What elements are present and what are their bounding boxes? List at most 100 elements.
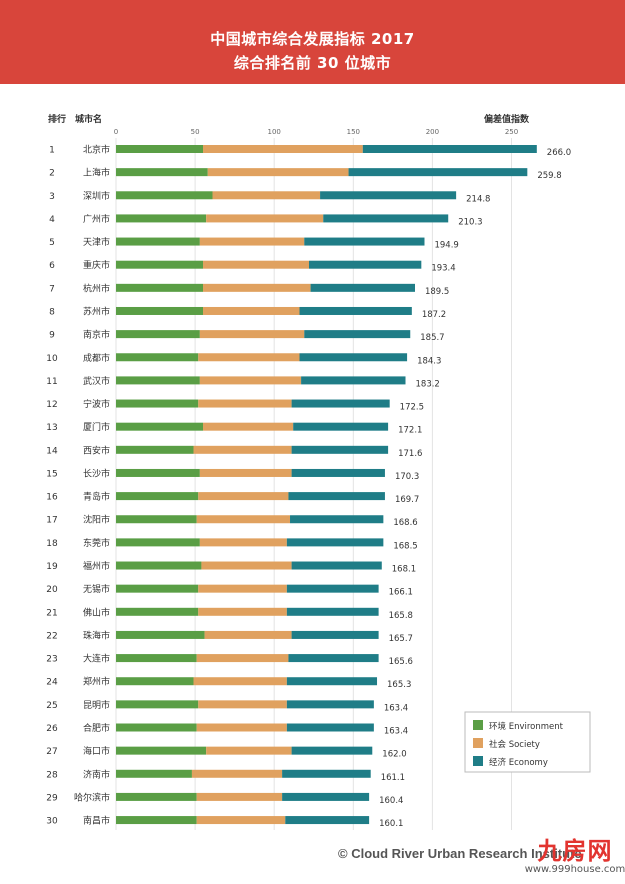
bar-segment-society bbox=[198, 700, 287, 709]
total-value-label: 162.0 bbox=[382, 750, 406, 760]
chart-title: 中国城市综合发展指标 2017 bbox=[210, 30, 415, 48]
rank-label: 15 bbox=[46, 469, 57, 479]
bar-segment-environment bbox=[116, 630, 205, 639]
city-label: 武汉市 bbox=[83, 375, 110, 387]
city-label: 深圳市 bbox=[83, 190, 110, 202]
bar-segment-society bbox=[199, 538, 287, 547]
city-label: 上海市 bbox=[83, 167, 110, 179]
source-credit: © Cloud River Urban Research Institute bbox=[338, 846, 582, 861]
bar-segment-society bbox=[204, 630, 292, 639]
rank-label: 26 bbox=[46, 724, 58, 734]
x-tick-label-50: 50 bbox=[191, 128, 200, 136]
total-value-label: 259.8 bbox=[537, 171, 561, 181]
bar-segment-environment bbox=[116, 561, 202, 570]
bar-segment-economy bbox=[310, 283, 415, 292]
city-label: 合肥市 bbox=[83, 722, 110, 734]
rank-label: 8 bbox=[49, 307, 55, 317]
rank-label: 17 bbox=[46, 516, 57, 526]
bar-segment-environment bbox=[116, 214, 207, 223]
total-value-label: 169.7 bbox=[395, 495, 419, 505]
bar-segment-society bbox=[196, 654, 289, 663]
rank-label: 9 bbox=[49, 331, 55, 341]
bar-segment-economy bbox=[286, 677, 378, 686]
bar-segment-economy bbox=[304, 330, 411, 339]
bar-segment-society bbox=[199, 376, 302, 385]
chart-subtitle: 综合排名前 30 位城市 bbox=[233, 54, 392, 72]
total-value-label: 171.6 bbox=[398, 449, 422, 459]
rank-label: 22 bbox=[46, 631, 57, 641]
city-label: 青岛市 bbox=[83, 491, 110, 503]
total-value-label: 168.1 bbox=[392, 565, 416, 575]
city-label: 杭州市 bbox=[83, 282, 110, 294]
city-label: 郑州市 bbox=[83, 676, 110, 688]
total-value-label: 210.3 bbox=[458, 217, 482, 227]
city-label: 南京市 bbox=[83, 329, 110, 341]
rank-label: 18 bbox=[46, 539, 58, 549]
rank-label: 10 bbox=[46, 354, 58, 364]
total-value-label: 194.9 bbox=[434, 241, 458, 251]
bar-segment-environment bbox=[116, 399, 199, 408]
city-label: 西安市 bbox=[83, 444, 110, 456]
bar-segment-society bbox=[203, 283, 311, 292]
total-value-label: 163.4 bbox=[384, 727, 408, 737]
bar-segment-economy bbox=[348, 168, 528, 177]
bar-segment-environment bbox=[116, 237, 200, 246]
bar-segment-environment bbox=[116, 515, 197, 524]
city-label: 长沙市 bbox=[83, 467, 110, 479]
rank-label: 3 bbox=[49, 192, 55, 202]
city-label: 昆明市 bbox=[83, 699, 110, 711]
bar-segment-economy bbox=[291, 746, 373, 755]
city-label: 珠海市 bbox=[83, 629, 110, 641]
rank-label: 2 bbox=[49, 169, 55, 179]
bar-segment-environment bbox=[116, 492, 199, 501]
total-value-label: 165.7 bbox=[389, 634, 413, 644]
bar-segment-economy bbox=[286, 700, 374, 709]
bar-segment-environment bbox=[116, 584, 199, 593]
bar-segment-economy bbox=[288, 654, 379, 663]
bar-segment-economy bbox=[304, 237, 425, 246]
bar-segment-economy bbox=[299, 306, 412, 315]
bar-segment-economy bbox=[285, 816, 370, 825]
bar-segment-society bbox=[206, 214, 324, 223]
bar-segment-society bbox=[207, 168, 349, 177]
bar-segment-society bbox=[199, 330, 305, 339]
bar-segment-environment bbox=[116, 422, 204, 431]
bar-segment-environment bbox=[116, 538, 200, 547]
total-value-label: 160.4 bbox=[379, 796, 403, 806]
total-value-label: 165.6 bbox=[389, 657, 413, 667]
total-value-label: 166.1 bbox=[389, 588, 413, 598]
bar-segment-economy bbox=[286, 538, 384, 547]
bar-segment-environment bbox=[116, 816, 197, 825]
bar-segment-society bbox=[198, 584, 287, 593]
bar-segment-economy bbox=[362, 145, 537, 153]
rank-label: 13 bbox=[46, 423, 57, 433]
rank-label: 4 bbox=[49, 215, 55, 225]
city-label: 成都市 bbox=[83, 352, 110, 364]
bar-segment-economy bbox=[282, 792, 370, 801]
bar-segment-economy bbox=[286, 723, 374, 732]
legend-box bbox=[464, 711, 591, 773]
x-tick-label-100: 100 bbox=[268, 128, 281, 136]
total-value-label: 172.5 bbox=[400, 403, 424, 413]
bar-segment-society bbox=[198, 607, 287, 616]
bar-segment-economy bbox=[301, 376, 406, 385]
bar-segment-economy bbox=[291, 399, 390, 408]
bar-segment-environment bbox=[116, 746, 207, 755]
bar-segment-environment bbox=[116, 700, 199, 709]
value-column-header: 偏差值指数 bbox=[484, 113, 530, 125]
rank-label: 14 bbox=[46, 446, 58, 456]
bar-segment-environment bbox=[116, 191, 213, 200]
bar-segment-economy bbox=[291, 561, 382, 570]
rank-label: 20 bbox=[46, 585, 58, 595]
bar-segment-economy bbox=[290, 515, 384, 524]
total-value-label: 187.2 bbox=[422, 310, 446, 320]
legend-label-society: 社会 Society bbox=[489, 739, 540, 750]
x-tick-label-200: 200 bbox=[426, 128, 439, 136]
bar-segment-environment bbox=[116, 769, 192, 778]
rank-label: 30 bbox=[46, 817, 58, 827]
rank-label: 11 bbox=[46, 377, 57, 387]
bar-segment-society bbox=[193, 677, 287, 686]
city-label: 无锡市 bbox=[83, 583, 110, 595]
rank-label: 24 bbox=[46, 678, 58, 688]
